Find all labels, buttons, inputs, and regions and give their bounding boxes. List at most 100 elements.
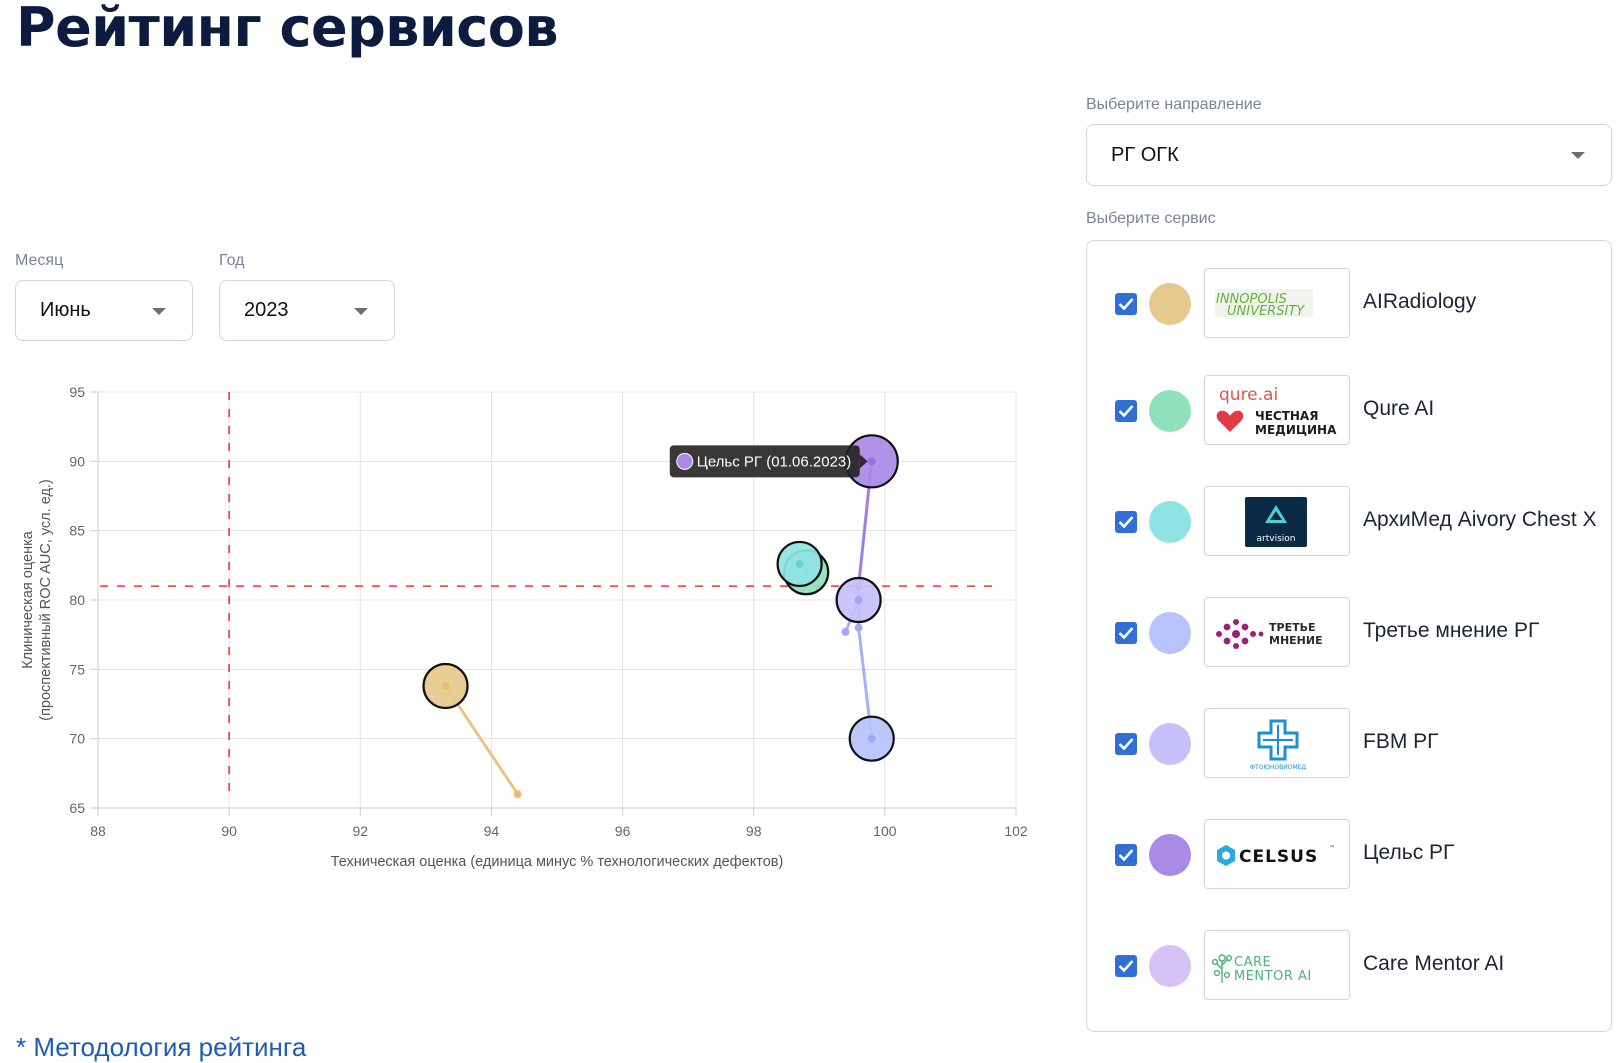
service-color-swatch — [1149, 834, 1191, 876]
service-color-swatch — [1149, 390, 1191, 432]
current-marker-center — [867, 734, 876, 743]
tooltip-arrow — [859, 454, 868, 469]
direction-select[interactable]: РГ ОГК — [1086, 124, 1612, 186]
current-marker-center — [867, 457, 876, 466]
series-point — [854, 623, 863, 632]
service-name: AIRadiology — [1363, 290, 1477, 313]
dots-icon — [1216, 619, 1264, 649]
checkmark-icon — [1118, 516, 1134, 529]
cross-icon — [1257, 719, 1299, 761]
fbm-logo: ФТОЮНОВИОМЕД — [1204, 708, 1350, 778]
checkmark-icon — [1118, 738, 1134, 751]
x-tick-label: 88 — [90, 823, 106, 839]
tooltip-swatch — [676, 452, 694, 470]
care-mentor-logo: CARE MENTOR AI — [1204, 930, 1350, 1000]
service-list: INNOPOLIS UNIVERSITY AIRadiology qure.ai… — [1086, 240, 1612, 1032]
celsus-logo: CELSUS ™ — [1204, 819, 1350, 889]
logo-text: artvision — [1257, 534, 1296, 544]
x-axis-label: Техническая оценка (единица минус % техн… — [331, 854, 784, 870]
y-axis-label: Клиническая оценка — [20, 530, 36, 669]
qure-ai-logo: qure.ai ЧЕСТНАЯ МЕДИЦИНА — [1204, 375, 1350, 445]
service-label: Выберите сервис — [1086, 210, 1216, 227]
y-tick-label: 65 — [69, 800, 85, 816]
methodology-link[interactable]: * Методология рейтинга — [16, 1032, 307, 1062]
logo-text: ЧЕСТНАЯ — [1255, 409, 1318, 423]
year-select-value: 2023 — [244, 299, 289, 321]
logo-text: qure.ai — [1219, 385, 1278, 405]
checkmark-icon — [1118, 405, 1134, 418]
series-point — [513, 790, 522, 799]
heart-icon — [1216, 410, 1244, 432]
month-select-value: Июнь — [40, 299, 91, 321]
service-color-swatch — [1149, 501, 1191, 543]
service-checkbox[interactable] — [1115, 293, 1137, 315]
year-select[interactable]: 2023 — [219, 280, 395, 341]
service-checkbox[interactable] — [1115, 955, 1137, 977]
x-tick-label: 100 — [873, 823, 897, 839]
current-marker-center — [441, 681, 450, 690]
year-label: Год — [219, 252, 245, 269]
service-row-third-opinion[interactable]: ТРЕТЬЕ МНЕНИЕ Третье мнение РГ — [1087, 597, 1611, 669]
tooltip-box — [669, 445, 860, 478]
checkmark-icon — [1118, 960, 1134, 973]
service-checkbox[interactable] — [1115, 511, 1137, 533]
service-row-care-mentor[interactable]: CARE MENTOR AI Care Mentor AI — [1087, 930, 1611, 1002]
series-point — [841, 627, 850, 636]
service-color-swatch — [1149, 283, 1191, 325]
service-row-airadiology[interactable]: INNOPOLIS UNIVERSITY AIRadiology — [1087, 268, 1611, 340]
y-tick-label: 70 — [69, 731, 85, 747]
service-checkbox[interactable] — [1115, 622, 1137, 644]
logo-text: CARE — [1234, 955, 1271, 970]
logo-text: ТРЕТЬЕ — [1269, 621, 1315, 634]
artvision-logo: artvision — [1204, 486, 1350, 556]
service-row-fbm[interactable]: ФТОЮНОВИОМЕД FBM РГ — [1087, 708, 1611, 780]
innopolis-university-logo: INNOPOLIS UNIVERSITY — [1204, 268, 1350, 338]
y-tick-label: 90 — [69, 453, 85, 469]
service-name: FBM РГ — [1363, 730, 1439, 753]
logo-text: МЕДИЦИНА — [1255, 423, 1337, 437]
x-tick-label: 96 — [615, 823, 631, 839]
service-name: Qure AI — [1363, 397, 1435, 420]
service-checkbox[interactable] — [1115, 400, 1137, 422]
tree-icon — [1211, 954, 1233, 983]
service-name: АрхиМед Aivory Chest X — [1363, 508, 1597, 531]
y-tick-label: 95 — [69, 384, 85, 400]
x-tick-label: 90 — [221, 823, 237, 839]
chevron-down-icon — [1571, 152, 1585, 159]
logo-text: UNIVERSITY — [1227, 304, 1305, 319]
x-tick-label: 92 — [352, 823, 368, 839]
month-label: Месяц — [15, 252, 64, 269]
current-marker-center — [795, 559, 804, 568]
checkmark-icon — [1118, 627, 1134, 640]
x-tick-label: 98 — [746, 823, 762, 839]
service-row-celsus[interactable]: CELSUS ™ Цельс РГ — [1087, 819, 1611, 891]
y-tick-label: 85 — [69, 523, 85, 539]
logo-text: МНЕНИЕ — [1269, 634, 1323, 647]
x-tick-label: 102 — [1004, 823, 1028, 839]
y-axis-label: (проспективный ROC AUC, усл. ед.) — [38, 479, 54, 721]
checkmark-icon — [1118, 849, 1134, 862]
y-tick-label: 75 — [69, 661, 85, 677]
direction-label: Выберите направление — [1086, 96, 1262, 113]
logo-text: CELSUS — [1239, 847, 1318, 867]
service-row-archimed[interactable]: artvision АрхиМед Aivory Chest X — [1087, 486, 1611, 558]
service-checkbox[interactable] — [1115, 733, 1137, 755]
month-select[interactable]: Июнь — [15, 280, 193, 341]
page-title: Рейтинг сервисов — [16, 0, 559, 59]
x-tick-label: 94 — [484, 823, 500, 839]
logo-text: ™ — [1329, 845, 1335, 852]
y-tick-label: 80 — [69, 592, 85, 608]
logo-text: INNOPOLIS — [1216, 292, 1287, 307]
tooltip-text: Цельс РГ (01.06.2023) — [697, 453, 852, 470]
current-marker-center — [854, 596, 863, 604]
checkmark-icon — [1118, 298, 1134, 311]
triangle-icon — [1265, 505, 1287, 523]
service-row-qure-ai[interactable]: qure.ai ЧЕСТНАЯ МЕДИЦИНА Qure AI — [1087, 375, 1611, 447]
service-color-swatch — [1149, 945, 1191, 987]
service-checkbox[interactable] — [1115, 844, 1137, 866]
third-opinion-logo: ТРЕТЬЕ МНЕНИЕ — [1204, 597, 1350, 667]
rating-scatter-chart[interactable]: 88 90 92 94 96 98 100 102 65 70 75 80 85 90 95 Техничес… — [0, 360, 1060, 880]
service-name: Цельс РГ — [1363, 841, 1455, 864]
service-name: Третье мнение РГ — [1363, 619, 1540, 642]
service-name: Care Mentor AI — [1363, 952, 1505, 975]
